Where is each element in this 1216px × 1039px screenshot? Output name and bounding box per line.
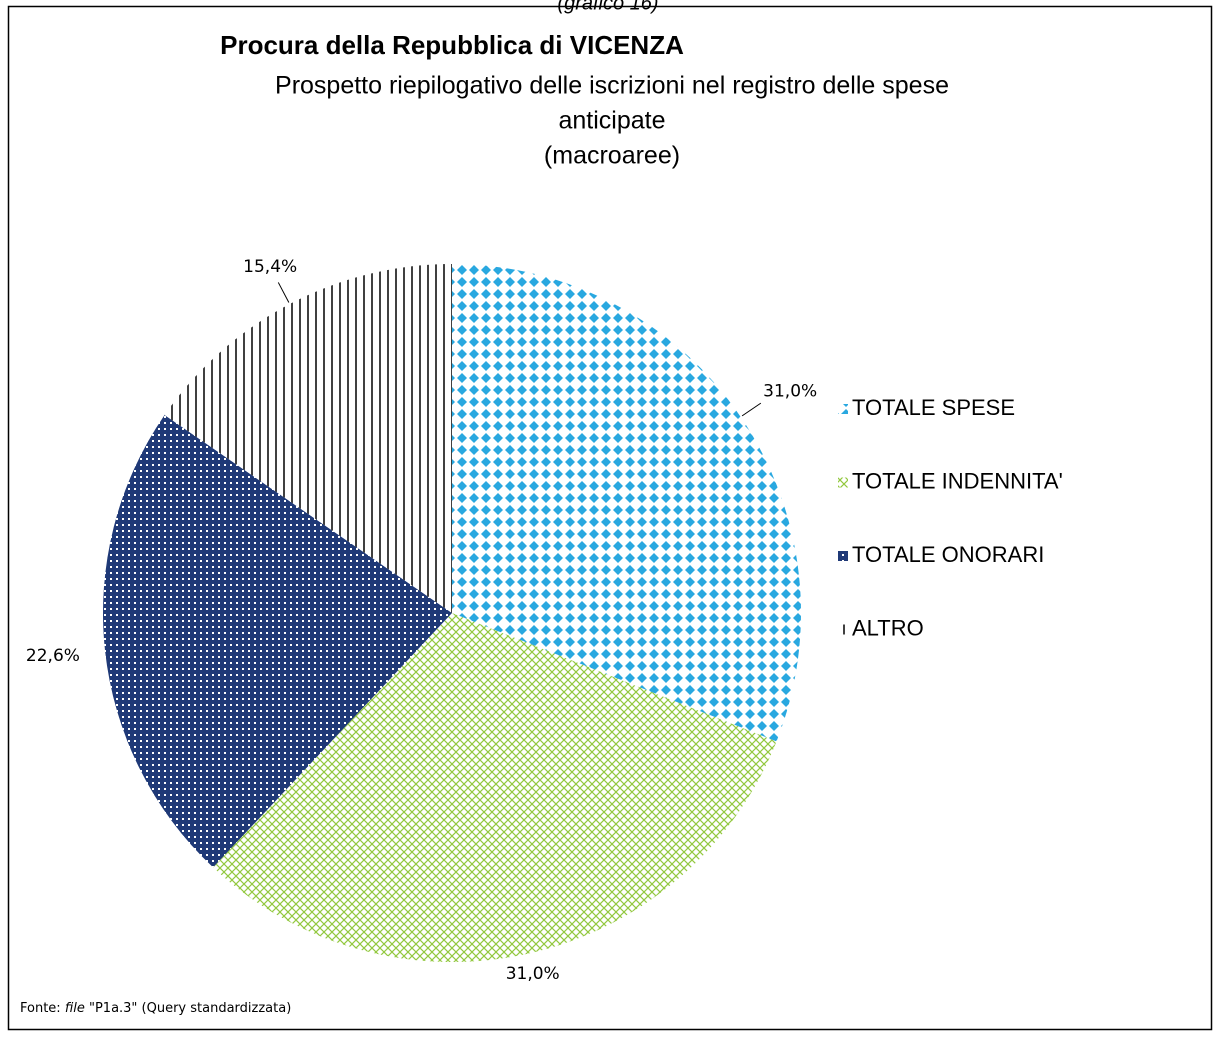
leader-line — [741, 402, 762, 417]
data-label: 31,0% — [506, 964, 560, 984]
chart-subtitle: anticipate — [558, 107, 665, 135]
legend-swatch — [838, 477, 848, 488]
chart-frame — [7, 5, 1213, 1031]
legend-label: TOTALE SPESE — [852, 395, 1015, 420]
legend-swatch — [838, 624, 848, 635]
chart-subtitle: Prospetto riepilogativo delle iscrizioni… — [275, 72, 949, 100]
pie-slice — [213, 613, 777, 963]
chart-subtitle: (macroaree) — [544, 142, 680, 170]
leader-line — [277, 282, 290, 303]
legend-swatch — [838, 404, 848, 414]
data-label: 22,6% — [26, 646, 80, 666]
data-label: 31,0% — [763, 381, 817, 401]
chart-title: Procura della Repubblica di VICENZA — [220, 30, 684, 60]
pie-slice — [452, 264, 801, 742]
legend-swatch — [838, 551, 848, 561]
legend-label: TOTALE INDENNITA' — [852, 468, 1063, 493]
legend-label: ALTRO — [852, 615, 924, 640]
data-label: 15,4% — [243, 257, 297, 277]
legend-label: TOTALE ONORARI — [852, 542, 1044, 567]
pie-slice — [164, 264, 452, 613]
source-note: Fonte: file "P1a.3" (Query standardizzat… — [20, 1001, 291, 1016]
pie-slice — [102, 415, 452, 868]
